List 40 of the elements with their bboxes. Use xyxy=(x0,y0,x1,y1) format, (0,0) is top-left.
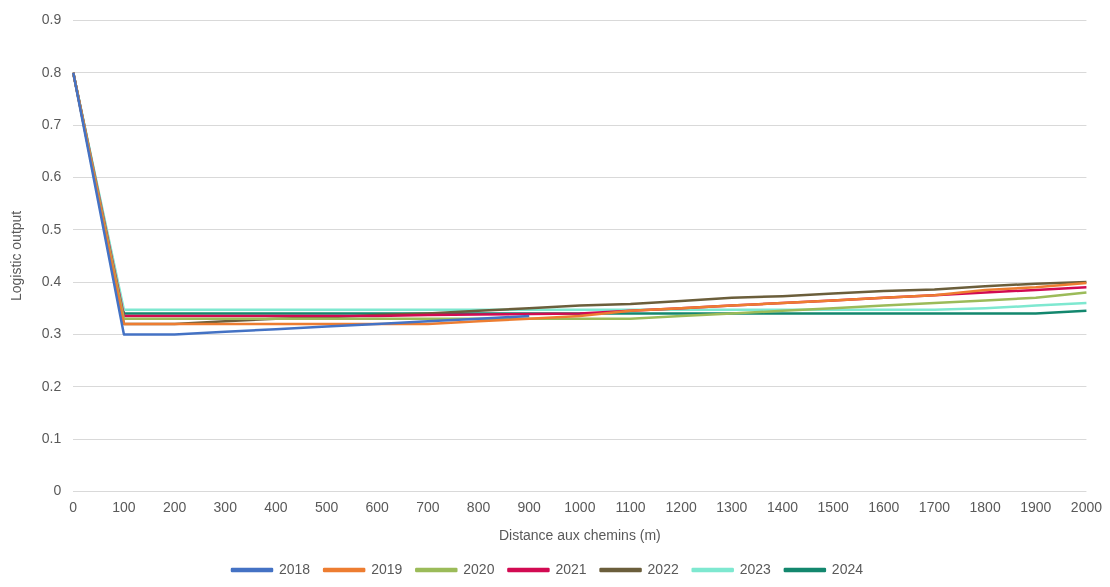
x-tick-label: 600 xyxy=(365,498,390,515)
y-tick-label: 0.2 xyxy=(41,377,62,394)
x-tick-label: 700 xyxy=(416,498,440,515)
x-tick-label: 200 xyxy=(162,498,187,515)
y-tick-label: 0.8 xyxy=(41,63,62,80)
x-tick-label: 900 xyxy=(517,498,542,515)
x-tick-label: 1900 xyxy=(1020,498,1052,515)
y-tick-label: 0.3 xyxy=(41,325,62,342)
x-tick-label: 1700 xyxy=(918,498,951,515)
x-tick-label: 1400 xyxy=(766,498,799,515)
y-tick-label: 0.5 xyxy=(41,220,62,237)
x-axis-title: Distance aux chemins (m) xyxy=(498,527,661,544)
legend-label: 2018 xyxy=(278,560,311,577)
x-tick-label: 0 xyxy=(69,498,78,515)
y-tick-label: 0.9 xyxy=(41,11,62,28)
x-tick-label: 1500 xyxy=(817,498,849,515)
x-tick-label: 1100 xyxy=(615,498,646,515)
x-tick-label: 1200 xyxy=(665,498,697,515)
y-axis-title: Logistic output xyxy=(8,210,25,302)
x-tick-label: 800 xyxy=(466,498,491,515)
x-tick-label: 1600 xyxy=(868,498,900,515)
x-tick-label: 100 xyxy=(112,498,136,515)
legend-label: 2021 xyxy=(555,560,587,577)
x-tick-label: 1300 xyxy=(716,498,748,515)
x-tick-label: 2000 xyxy=(1070,498,1103,515)
legend-label: 2020 xyxy=(463,560,495,577)
y-tick-label: 0 xyxy=(53,482,62,499)
legend-label: 2024 xyxy=(831,560,864,577)
legend-label: 2023 xyxy=(739,560,772,577)
x-tick-label: 1000 xyxy=(564,498,596,515)
legend-label: 2019 xyxy=(371,560,403,577)
y-tick-label: 0.7 xyxy=(41,115,62,132)
x-tick-label: 1800 xyxy=(969,498,1001,515)
y-tick-label: 0.4 xyxy=(41,272,62,289)
y-tick-label: 0.1 xyxy=(41,429,62,446)
legend-label: 2022 xyxy=(647,560,679,577)
y-tick-label: 0.6 xyxy=(41,168,62,185)
x-tick-label: 300 xyxy=(213,498,238,515)
x-tick-label: 400 xyxy=(264,498,288,515)
x-tick-label: 500 xyxy=(314,498,339,515)
